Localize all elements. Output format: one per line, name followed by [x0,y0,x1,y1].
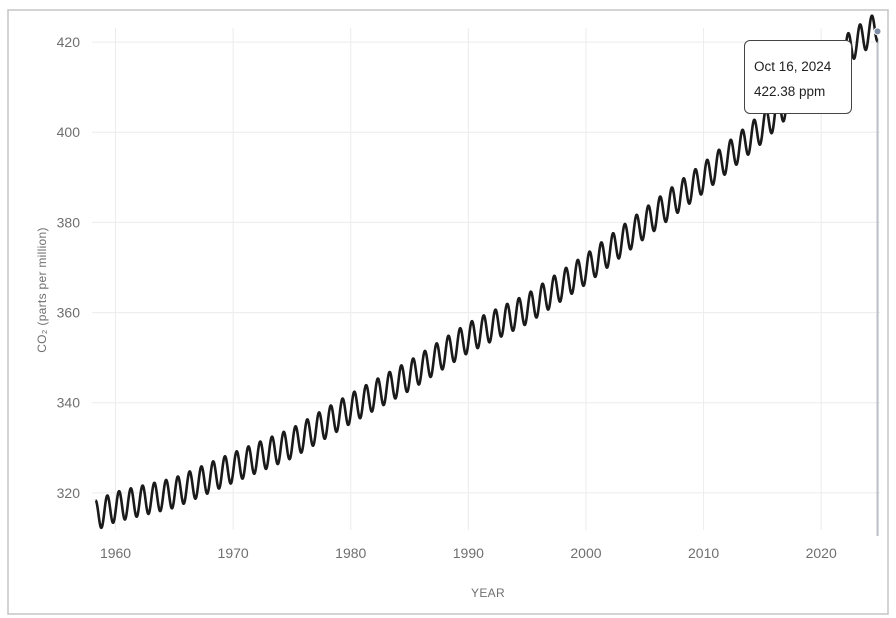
x-tick-label-1990: 1990 [453,545,484,561]
y-tick-label-380: 380 [57,214,81,230]
y-tick-label-340: 340 [57,395,81,411]
tooltip-date: Oct 16, 2024 [754,59,832,74]
y-tick-label-320: 320 [57,485,81,501]
y-tick-label-360: 360 [57,305,81,321]
x-axis: 1960 1970 1980 1990 2000 2010 2020 [100,545,837,561]
y-tick-label-400: 400 [57,124,81,140]
co2-series-line[interactable] [94,14,879,530]
tooltip-value: 422.38 ppm [754,84,826,99]
y-axis: 320 340 360 380 400 420 [57,34,81,501]
x-tick-label-1980: 1980 [335,545,366,561]
data-tooltip: Oct 16, 2024 422.38 ppm [744,40,852,114]
x-axis-title: YEAR [471,586,505,600]
y-tick-label-420: 420 [57,34,81,50]
x-tick-label-1970: 1970 [218,545,249,561]
y-axis-title: CO₂ (parts per million) [35,227,49,353]
x-tick-label-2020: 2020 [806,545,837,561]
chart-border [7,9,889,615]
x-tick-label-2000: 2000 [570,545,601,561]
x-tick-label-1960: 1960 [100,545,131,561]
hover-point[interactable] [873,27,882,36]
x-tick-label-2010: 2010 [688,545,719,561]
